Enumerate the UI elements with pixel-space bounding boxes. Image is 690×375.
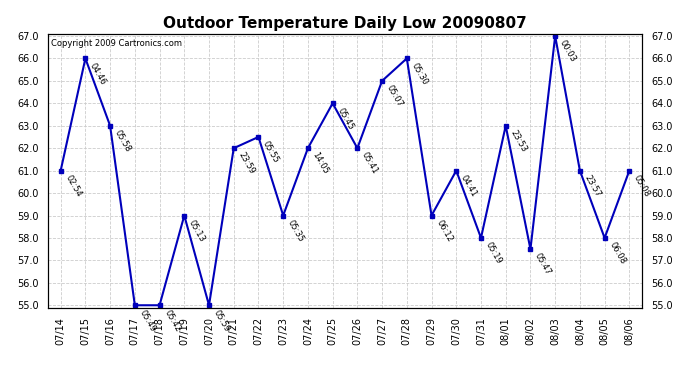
Text: 05:35: 05:35: [286, 218, 306, 243]
Text: 05:55: 05:55: [262, 140, 281, 165]
Text: 05:59: 05:59: [212, 308, 231, 333]
Text: 05:49: 05:49: [137, 308, 157, 333]
Text: 05:07: 05:07: [385, 84, 404, 109]
Text: 23:57: 23:57: [582, 173, 602, 199]
Text: 00:03: 00:03: [558, 39, 578, 64]
Title: Outdoor Temperature Daily Low 20090807: Outdoor Temperature Daily Low 20090807: [163, 16, 527, 31]
Text: 23:53: 23:53: [509, 129, 529, 154]
Text: 05:42: 05:42: [162, 308, 182, 333]
Text: 05:58: 05:58: [113, 129, 132, 154]
Text: 06:12: 06:12: [434, 218, 454, 243]
Text: 05:47: 05:47: [533, 252, 553, 277]
Text: 05:41: 05:41: [360, 151, 380, 176]
Text: 05:08: 05:08: [632, 173, 652, 199]
Text: Copyright 2009 Cartronics.com: Copyright 2009 Cartronics.com: [51, 39, 182, 48]
Text: 04:41: 04:41: [459, 173, 479, 198]
Text: 05:45: 05:45: [335, 106, 355, 131]
Text: 14:05: 14:05: [310, 151, 331, 176]
Text: 04:46: 04:46: [88, 61, 108, 86]
Text: 02:54: 02:54: [63, 173, 83, 198]
Text: 05:30: 05:30: [410, 61, 429, 86]
Text: 23:59: 23:59: [237, 151, 256, 176]
Text: 06:08: 06:08: [607, 241, 627, 266]
Text: 05:19: 05:19: [484, 241, 504, 266]
Text: 05:13: 05:13: [187, 218, 207, 243]
